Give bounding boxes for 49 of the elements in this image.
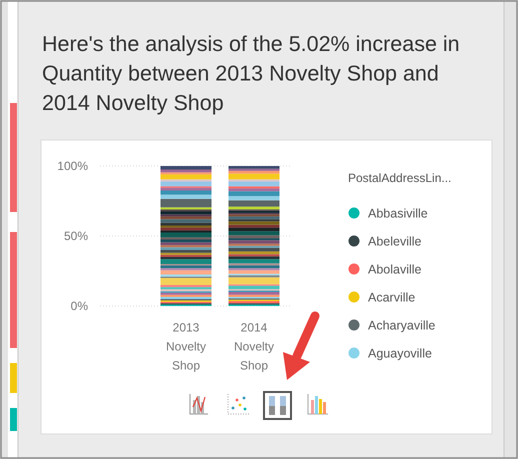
bar <box>160 228 212 230</box>
y-tick-label: 0% <box>70 298 88 313</box>
bar <box>160 174 212 180</box>
bar <box>228 228 280 232</box>
bar <box>160 250 212 253</box>
bar <box>160 222 212 226</box>
bar <box>228 292 280 295</box>
bar <box>160 198 212 208</box>
bar <box>228 206 280 210</box>
bar <box>160 212 212 214</box>
bar <box>228 181 280 186</box>
bar <box>160 270 212 274</box>
bar <box>160 194 212 199</box>
legend-label: Abeleville <box>368 234 422 248</box>
bar <box>160 247 212 250</box>
bar <box>228 196 280 200</box>
bar <box>160 170 212 172</box>
bar <box>160 181 212 186</box>
legend-label: Aguayoville <box>368 346 432 360</box>
bar <box>160 232 212 238</box>
bar <box>228 270 280 274</box>
y-tick-label: 50% <box>64 228 88 243</box>
x-tick-label: 2014 Novelty Shop <box>234 320 274 373</box>
bar <box>160 240 212 242</box>
bar <box>160 190 212 195</box>
bar <box>160 188 212 190</box>
bar <box>228 174 280 180</box>
bar <box>160 219 212 223</box>
bar <box>228 277 280 284</box>
bar <box>228 191 280 196</box>
legend-label: Abolaville <box>368 262 422 276</box>
bar <box>228 200 280 207</box>
legend-label: Acharyaville <box>368 318 436 332</box>
bar <box>228 166 280 169</box>
bar <box>160 278 212 285</box>
chart-title: Here's the analysis of the 5.02% increase in Quantity between 2013 Novelty Shop and 2014 Novelty Shop <box>42 32 460 115</box>
legend-label: Acarville <box>368 290 416 304</box>
bar <box>228 286 280 290</box>
x-tick-label: 2013 Novelty Shop <box>166 320 206 373</box>
bar <box>228 248 280 252</box>
bar <box>160 259 212 264</box>
y-tick-label: 100% <box>57 158 88 173</box>
legend-title: PostalAddressLin... <box>348 171 452 186</box>
bar <box>228 231 280 236</box>
bar <box>228 259 280 264</box>
bar <box>228 221 280 225</box>
legend-label: Abbasiville <box>368 206 428 220</box>
bar <box>160 166 212 170</box>
bar <box>228 240 280 244</box>
